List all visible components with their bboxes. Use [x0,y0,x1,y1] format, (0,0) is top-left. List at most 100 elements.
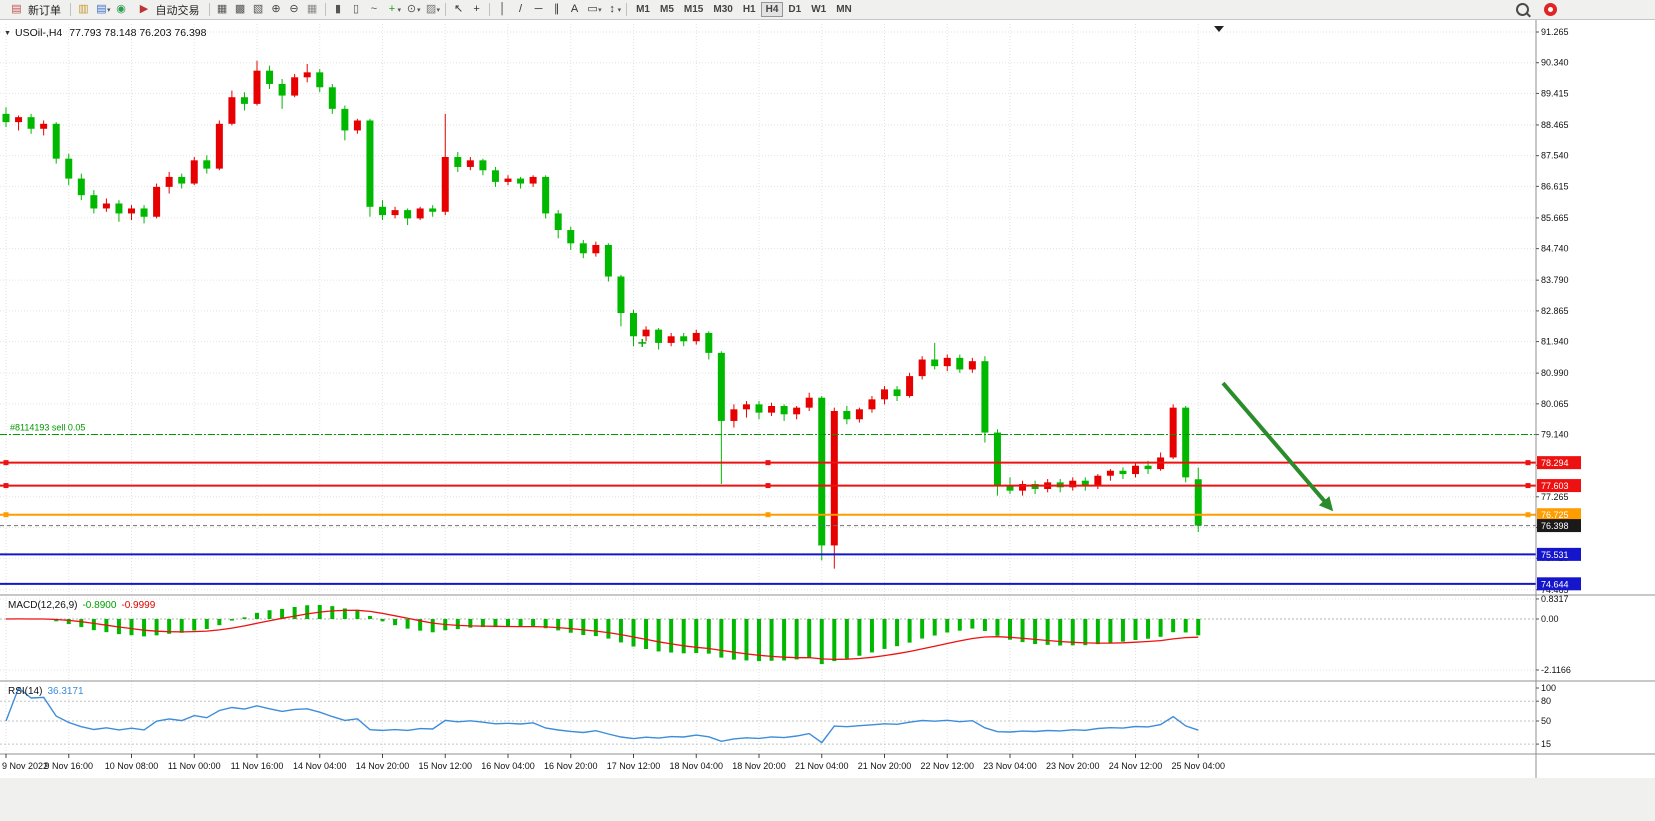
price-axis[interactable]: 91.265 90.340 89.415 88.465 87.540 86.615 85.6… [1536,27,1569,595]
zoom-in-icon[interactable]: ⊕ [271,3,281,15]
candlestick-chart-icon[interactable]: ▯ [352,3,360,15]
toolbar-separator [626,3,628,16]
macd-histogram [16,604,1201,665]
resistance-line-1-handle[interactable] [3,460,9,466]
resistance-line-2-handle[interactable] [1525,483,1531,489]
svg-text:-2.1166: -2.1166 [1541,665,1571,675]
svg-text:75.531: 75.531 [1541,550,1569,560]
timeframe-button-m15[interactable]: M15 [679,2,708,17]
timeframe-button-m1[interactable]: M1 [631,2,655,17]
svg-text:21 Nov 04:00: 21 Nov 04:00 [795,761,849,771]
notification-badge[interactable] [1544,3,1557,16]
grid-icon[interactable]: ▦ [306,3,318,15]
templates-icon[interactable]: ▨ [425,3,437,15]
auto-trading-button[interactable]: ▶ 自动交易 [131,1,205,18]
svg-text:22 Nov 12:00: 22 Nov 12:00 [920,761,974,771]
svg-text:74.644: 74.644 [1541,579,1569,589]
toolbar-separator [445,3,447,16]
shapes-icon[interactable]: ▭ [587,3,598,15]
timeframe-button-w1[interactable]: W1 [806,2,831,17]
indicators-add-icon[interactable]: + [388,3,396,15]
zoom-out-icon[interactable]: ⊖ [289,3,299,15]
resistance-line-1-handle[interactable] [765,460,771,466]
trendline-icon[interactable]: / [519,3,523,15]
channel-icon[interactable]: ∥ [553,3,560,15]
support-line-orange-handle[interactable] [765,512,771,518]
timeframe-button-m30[interactable]: M30 [708,2,737,17]
timeframe-button-d1[interactable]: D1 [783,2,806,17]
profiles-icon[interactable]: ▤ [96,3,107,15]
support-line-orange-handle[interactable] [3,512,9,518]
chart-title: USOil-,H4 77.793 78.148 76.203 76.398 [15,27,207,39]
svg-text:77.265: 77.265 [1541,492,1569,502]
cursor-icon[interactable]: ↖ [453,3,464,15]
toolbar-separator [489,3,491,16]
chart-background [0,20,1655,778]
svg-text:0.00: 0.00 [1541,614,1559,624]
svg-text:50: 50 [1541,716,1551,726]
svg-text:25 Nov 04:00: 25 Nov 04:00 [1171,761,1225,771]
tile-windows-icon[interactable]: ▦ [216,3,228,15]
text-icon[interactable]: A [570,3,579,15]
svg-text:82.865: 82.865 [1541,306,1569,316]
svg-text:24 Nov 12:00: 24 Nov 12:00 [1109,761,1163,771]
vertical-line-icon[interactable]: │ [499,3,506,15]
search-icon[interactable] [1516,3,1529,16]
timeframe-button-h4[interactable]: H4 [760,2,784,17]
svg-text:88.465: 88.465 [1541,120,1569,130]
svg-text:9 Nov 16:00: 9 Nov 16:00 [44,761,93,771]
templates-dropdown-caret[interactable]: ▾ [436,7,441,14]
shapes-dropdown-caret[interactable]: ▾ [598,7,602,14]
indicators-add-dropdown-caret[interactable]: ▾ [397,7,402,14]
arrows-icon[interactable]: ↕ [609,3,615,15]
arrange-windows-icon[interactable]: ▧ [252,3,264,15]
timeframe-button-mn[interactable]: MN [831,2,857,17]
new-chart-icon[interactable]: ▥ [78,3,89,15]
profiles-dropdown-caret[interactable]: ▾ [107,7,111,14]
svg-text:79.140: 79.140 [1541,430,1569,440]
svg-text:81.940: 81.940 [1541,337,1569,347]
chart-area[interactable]: #8114193 sell 0.05 91.265 90.340 89.415 88.4… [0,20,1655,821]
timeframe-switcher: M1 M5 M15 M30 H1 H4 D1 W1 MN [631,2,857,17]
cascade-windows-icon[interactable]: ▩ [234,3,246,15]
timeframe-button-h1[interactable]: H1 [738,2,761,17]
svg-text:23 Nov 20:00: 23 Nov 20:00 [1046,761,1100,771]
bar-chart-icon[interactable]: ▮ [334,3,342,15]
resistance-line-2-handle[interactable] [3,483,9,489]
resistance-line-1-handle[interactable] [1525,460,1531,466]
resistance-line-2-handle[interactable] [765,483,771,489]
support-line-orange-handle[interactable] [1525,512,1531,518]
horizontal-line-icon[interactable]: ─ [534,3,543,15]
crosshair-icon[interactable]: + [473,3,480,15]
svg-text:85.665: 85.665 [1541,213,1569,223]
price-badge-75531 [1537,547,1581,561]
indicator-axis[interactable]: 0.8317 0.00 -2.1166 100 80 50 15 [1536,594,1571,749]
auto-trading-label: 自动交易 [155,4,200,17]
chart-collapse-arrow[interactable]: ▼ [4,30,11,37]
svg-text:21 Nov 20:00: 21 Nov 20:00 [858,761,912,771]
trend-arrow[interactable] [1221,381,1334,512]
price-badge-76725 [1537,508,1581,522]
svg-text:15 Nov 12:00: 15 Nov 12:00 [418,761,472,771]
price-badge-74644 [1537,577,1581,591]
svg-text:80: 80 [1541,696,1551,706]
arrows-dropdown-caret[interactable]: ▾ [617,7,622,14]
toolbar-separator [324,3,326,16]
svg-text:10 Nov 08:00: 10 Nov 08:00 [105,761,159,771]
svg-text:100: 100 [1541,683,1556,693]
line-chart-icon[interactable]: ~ [370,3,378,15]
scroll-to-end-marker[interactable] [1214,26,1224,32]
periods-icon[interactable]: ⊙ [406,3,417,15]
new-order-button[interactable]: ▤ 新订单 [3,1,66,18]
auto-trading-icon: ▶ [139,3,149,15]
market-watch-icon[interactable]: ◉ [116,3,126,15]
timeframe-button-m5[interactable]: M5 [655,2,679,17]
toolbar: ▤ 新订单 ▥ ▤▾ ◉ ▶ 自动交易 ▦ ▩ ▧ ⊕ ⊖ ▦ ▮ ▯ ~ + ▾ ⊙▾ ▨▾ ↖ + │ / ─ ∥ A ▭▾ ↕ ▾ M… [0,0,1655,20]
svg-text:14 Nov 20:00: 14 Nov 20:00 [356,761,410,771]
svg-text:11 Nov 16:00: 11 Nov 16:00 [231,761,284,771]
periods-dropdown-caret[interactable]: ▾ [417,7,421,14]
svg-text:86.615: 86.615 [1541,181,1569,191]
svg-text:16 Nov 20:00: 16 Nov 20:00 [544,761,598,771]
